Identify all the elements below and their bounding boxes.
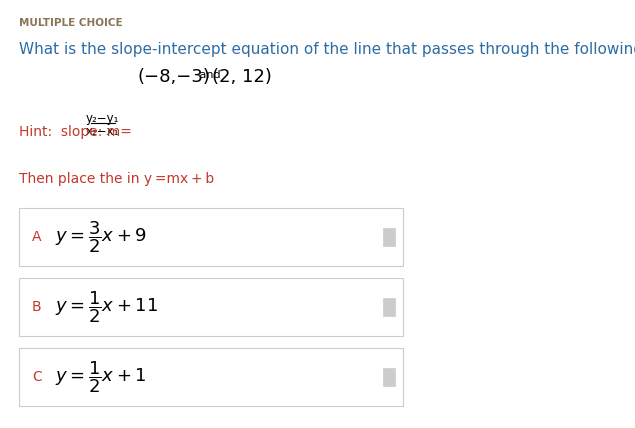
Text: What is the slope-intercept equation of the line that passes through the followi: What is the slope-intercept equation of … [18, 42, 635, 57]
Text: $y=\dfrac{1}{2}x+11$: $y=\dfrac{1}{2}x+11$ [55, 289, 158, 325]
Text: C: C [32, 370, 42, 384]
Text: x₂−x₁: x₂−x₁ [86, 125, 119, 138]
Text: MULTIPLE CHOICE: MULTIPLE CHOICE [18, 18, 122, 28]
Text: Hint:  slope: m=: Hint: slope: m= [18, 125, 136, 139]
FancyBboxPatch shape [18, 278, 403, 336]
Text: Then place the in y =mx + b: Then place the in y =mx + b [18, 172, 214, 186]
FancyBboxPatch shape [383, 298, 395, 316]
FancyBboxPatch shape [18, 208, 403, 266]
FancyBboxPatch shape [383, 228, 395, 246]
Text: A: A [32, 230, 41, 244]
FancyBboxPatch shape [383, 368, 395, 386]
Text: (2, 12): (2, 12) [211, 68, 272, 86]
Text: (−8,−3): (−8,−3) [138, 68, 210, 86]
Text: y₂−y₁: y₂−y₁ [86, 112, 119, 125]
Text: and: and [196, 70, 225, 80]
Text: $y=\dfrac{1}{2}x+1$: $y=\dfrac{1}{2}x+1$ [55, 359, 147, 395]
Text: B: B [32, 300, 41, 314]
Text: $y=\dfrac{3}{2}x+9$: $y=\dfrac{3}{2}x+9$ [55, 219, 147, 255]
FancyBboxPatch shape [18, 348, 403, 406]
